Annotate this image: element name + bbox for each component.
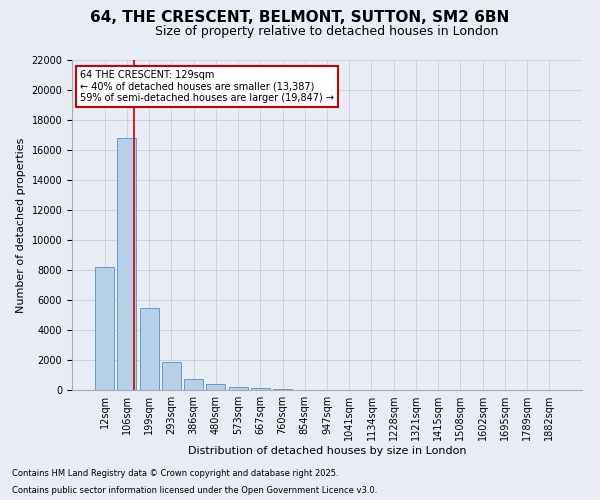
Bar [162, 362, 181, 390]
Bar [229, 386, 248, 390]
Text: Contains public sector information licensed under the Open Government Licence v3: Contains public sector information licen… [12, 486, 377, 495]
Bar [118, 138, 136, 390]
Bar [140, 308, 158, 390]
Bar [95, 267, 114, 390]
Y-axis label: Number of detached properties: Number of detached properties [16, 138, 26, 312]
Bar [273, 389, 292, 390]
Text: Contains HM Land Registry data © Crown copyright and database right 2025.: Contains HM Land Registry data © Crown c… [12, 468, 338, 477]
Bar [251, 388, 270, 390]
Bar [206, 384, 225, 390]
Text: 64, THE CRESCENT, BELMONT, SUTTON, SM2 6BN: 64, THE CRESCENT, BELMONT, SUTTON, SM2 6… [91, 10, 509, 25]
X-axis label: Distribution of detached houses by size in London: Distribution of detached houses by size … [188, 446, 466, 456]
Text: 64 THE CRESCENT: 129sqm
← 40% of detached houses are smaller (13,387)
59% of sem: 64 THE CRESCENT: 129sqm ← 40% of detache… [80, 70, 334, 103]
Bar [184, 379, 203, 390]
Title: Size of property relative to detached houses in London: Size of property relative to detached ho… [155, 25, 499, 38]
